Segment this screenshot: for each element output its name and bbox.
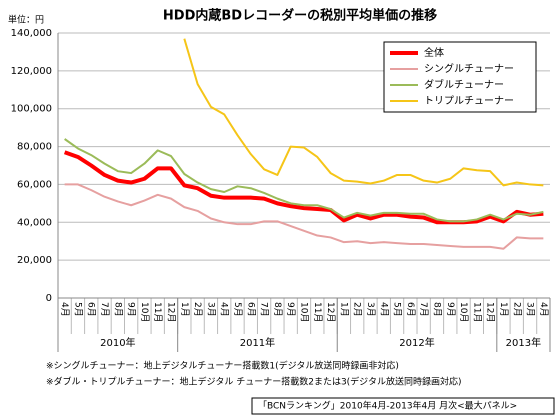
x-tick-label: 7月 bbox=[259, 302, 270, 317]
x-tick-label: 12月 bbox=[166, 302, 177, 322]
series-line bbox=[63, 150, 544, 225]
y-tick-label: 20,000 bbox=[17, 255, 52, 266]
x-tick-label: 8月 bbox=[431, 302, 442, 317]
x-tick-label: 7月 bbox=[99, 302, 110, 317]
y-tick-label: 100,000 bbox=[11, 104, 52, 115]
year-label: 2013年 bbox=[506, 336, 541, 349]
year-label: 2010年 bbox=[100, 336, 135, 349]
x-tick-label: 4月 bbox=[219, 302, 230, 317]
chart-title: HDD内蔵BDレコーダーの税別平均単価の推移 bbox=[163, 8, 437, 24]
x-tick-label: 4月 bbox=[378, 302, 389, 317]
x-tick-label: 12月 bbox=[485, 302, 496, 322]
source: 「BCNランキング」2010年4月-2013年4月 月次<最大パネル> bbox=[258, 400, 517, 412]
note: ※ダブル・トリプルチューナー：地上デジタル チューナー搭載数2または3(デジタル… bbox=[46, 376, 462, 388]
y-tick-label: 120,000 bbox=[11, 66, 52, 77]
series-line bbox=[183, 38, 544, 187]
x-tick-label: 8月 bbox=[112, 302, 123, 317]
x-tick-label: 10月 bbox=[458, 302, 469, 322]
year-label: 2012年 bbox=[399, 336, 434, 349]
source-box bbox=[251, 397, 555, 415]
unit-label: 単位：円 bbox=[8, 14, 44, 26]
x-tick-label: 10月 bbox=[299, 302, 310, 322]
y-tick-label: 40,000 bbox=[17, 217, 52, 228]
year-label: 2011年 bbox=[240, 336, 275, 349]
x-tick-label: 9月 bbox=[126, 302, 137, 317]
x-tick-label: 1月 bbox=[498, 302, 509, 317]
x-tick-label: 1月 bbox=[338, 302, 349, 317]
x-tick-label: 6月 bbox=[86, 302, 97, 317]
series-line bbox=[64, 183, 544, 250]
x-tick-label: 2月 bbox=[511, 302, 522, 317]
x-tick-label: 9月 bbox=[445, 302, 456, 317]
y-tick-label: 140,000 bbox=[11, 28, 52, 39]
x-tick-label: 11月 bbox=[152, 302, 163, 322]
legend-label: シングルチューナー bbox=[424, 62, 514, 75]
x-tick-label: 11月 bbox=[312, 302, 323, 322]
x-tick-label: 2月 bbox=[352, 302, 363, 317]
x-tick-label: 5月 bbox=[392, 302, 403, 317]
x-tick-label: 11月 bbox=[471, 302, 482, 322]
x-tick-label: 10月 bbox=[139, 302, 150, 322]
legend-label: ダブルチューナー bbox=[424, 78, 504, 91]
x-tick-label: 5月 bbox=[72, 302, 83, 317]
x-tick-label: 5月 bbox=[232, 302, 243, 317]
x-tick-label: 9月 bbox=[285, 302, 296, 317]
y-tick-label: 80,000 bbox=[17, 142, 52, 153]
y-tick-label: 0 bbox=[46, 293, 52, 304]
x-tick-label: 2月 bbox=[192, 302, 203, 317]
x-tick-label: 3月 bbox=[525, 302, 536, 317]
y-tick-label: 60,000 bbox=[17, 179, 52, 190]
x-tick-label: 3月 bbox=[365, 302, 376, 317]
x-tick-label: 6月 bbox=[405, 302, 416, 317]
x-tick-label: 6月 bbox=[245, 302, 256, 317]
x-tick-label: 4月 bbox=[538, 302, 549, 317]
series-line bbox=[64, 138, 544, 223]
x-tick-label: 1月 bbox=[179, 302, 190, 317]
x-tick-label: 8月 bbox=[272, 302, 283, 317]
x-tick-label: 3月 bbox=[205, 302, 216, 317]
legend-label: トリプルチューナー bbox=[424, 95, 514, 107]
legend-label: 全体 bbox=[424, 46, 444, 59]
x-tick-label: 4月 bbox=[59, 302, 70, 317]
x-tick-label: 12月 bbox=[325, 302, 336, 322]
x-tick-label: 7月 bbox=[418, 302, 429, 317]
note: ※シングルチューナー：地上デジタルチューナー搭載数1(デジタル放送同時録画非対応… bbox=[46, 360, 399, 372]
